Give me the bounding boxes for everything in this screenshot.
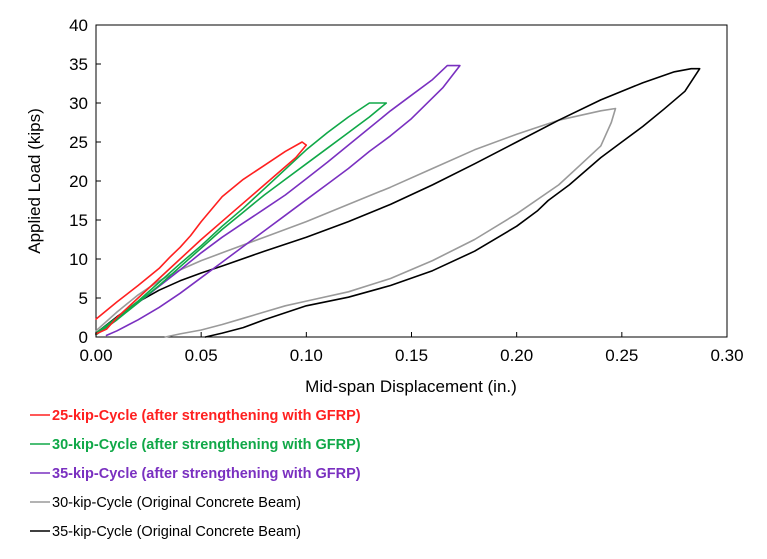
y-tick-label: 10 [69,250,88,269]
legend-label: 30-kip-Cycle (after strengthening with G… [52,437,361,453]
legend-label: 35-kip-Cycle (Original Concrete Beam) [52,524,301,540]
y-tick-label: 5 [79,289,88,308]
x-tick-label: 0.25 [605,346,638,365]
y-tick-label: 0 [79,328,88,347]
series-line-1 [95,141,308,335]
series-line-5 [95,67,701,338]
axis-layer: 0.00 0.05 0.10 0.15 0.20 0.25 0.30 0 5 10 15 20 25 30… [69,16,743,365]
plot-area-frame [95,24,728,338]
x-tick-label: 0.00 [79,346,112,365]
y-tick-label: 35 [69,55,88,74]
x-tick-label: 0.15 [395,346,428,365]
series-line-2 [95,102,388,336]
x-tick-label: 0.20 [500,346,533,365]
legend-label: 25-kip-Cycle (after strengthening with G… [52,408,361,424]
x-tick-label: 0.10 [290,346,323,365]
x-axis-title: Mid-span Displacement (in.) [305,377,517,396]
y-tick-label: 30 [69,94,88,113]
y-tick-label: 15 [69,211,88,230]
x-tick-label: 0.30 [710,346,743,365]
y-tick-label: 25 [69,133,88,152]
legend: 25-kip-Cycle (after strengthening with G… [30,408,361,540]
series-layer [95,64,701,338]
legend-label: 30-kip-Cycle (Original Concrete Beam) [52,495,301,511]
y-tick-label: 40 [69,16,88,35]
series-line-4 [95,107,617,338]
series-line-3 [95,64,461,337]
y-axis-title: Applied Load (kips) [25,108,44,254]
x-tick-label: 0.05 [185,346,218,365]
y-tick-label: 20 [69,172,88,191]
legend-label: 35-kip-Cycle (after strengthening with G… [52,466,361,482]
